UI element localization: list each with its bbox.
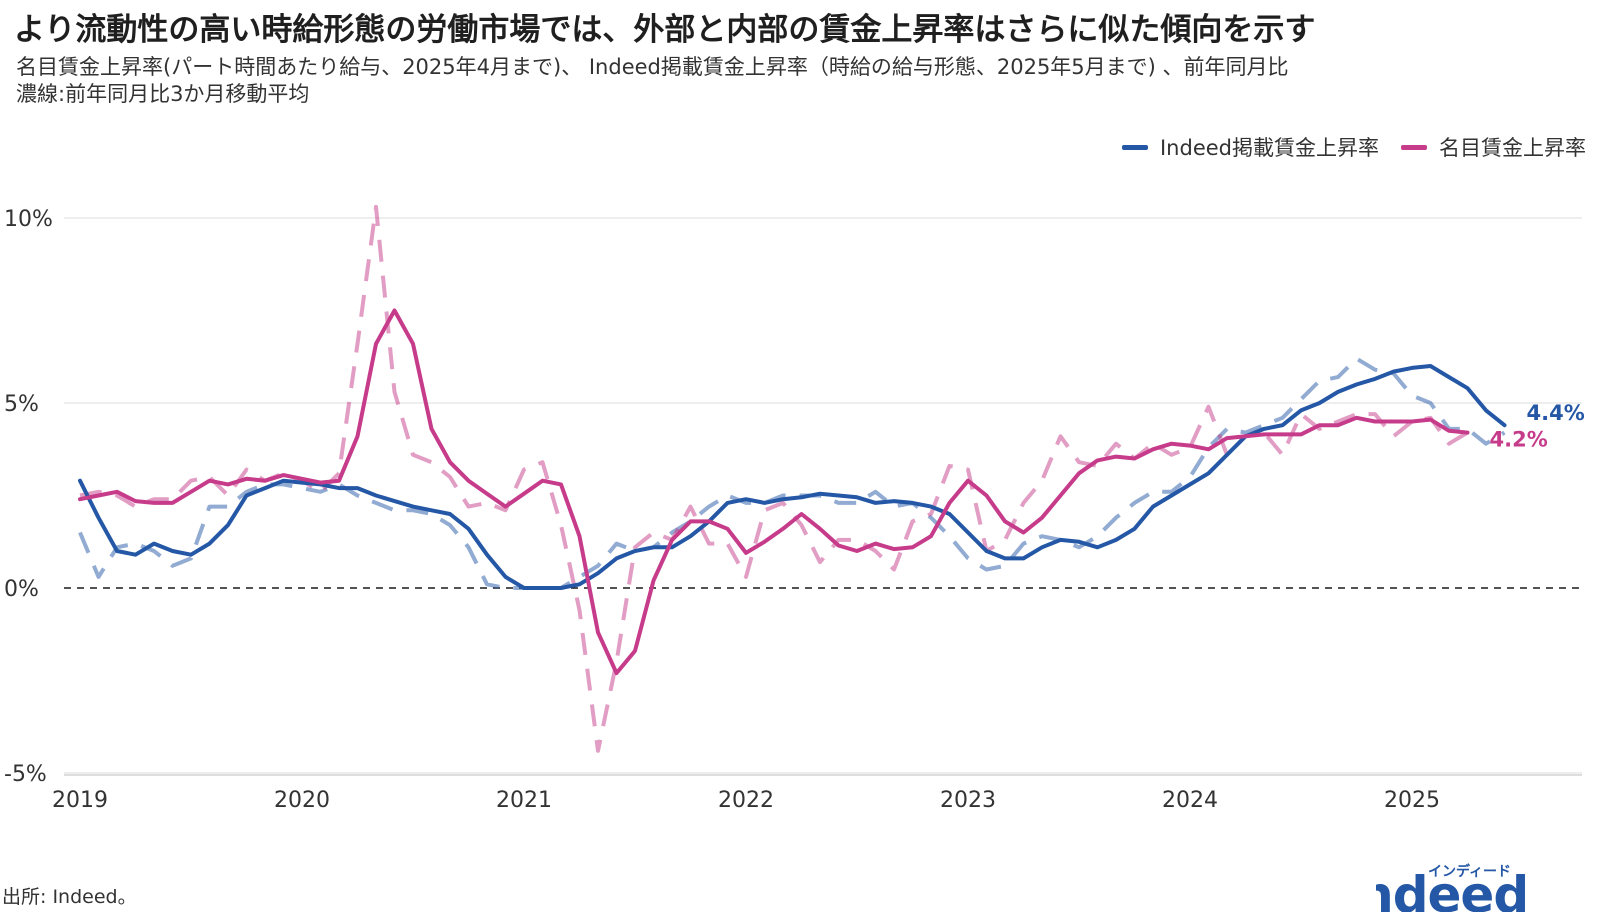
- legend-swatch-nominal: [1401, 144, 1427, 150]
- end-label-layer: 4.4% 4.2%: [1490, 401, 1585, 451]
- logo-kana: インディード: [1428, 863, 1511, 880]
- x-tick-label: 2023: [940, 788, 996, 813]
- grid-layer: [64, 217, 1582, 774]
- x-tick-label: 2024: [1162, 788, 1218, 813]
- legend-item-nominal: 名目賃金上昇率: [1401, 132, 1586, 162]
- y-tick-label: 0%: [4, 577, 39, 602]
- x-tick-label: 2020: [274, 788, 330, 813]
- y-tick-label: 10%: [4, 207, 53, 232]
- series-layer: [78, 204, 1507, 753]
- source-note: 出所: Indeed。: [2, 886, 137, 908]
- chart-subtitle: 名目賃金上昇率(パート時間あたり給与、2025年4月まで)、 Indeed掲載賃…: [16, 54, 1586, 108]
- x-tick-label: 2021: [496, 788, 552, 813]
- series-raw-nominal: [79, 204, 1469, 753]
- logo-wordmark: indeed: [1376, 866, 1528, 912]
- end-label-nominal: 4.2%: [1490, 428, 1548, 452]
- legend-label-indeed: Indeed掲載賃金上昇率: [1159, 136, 1379, 160]
- axis-layer: -5% 0% 5% 10% 2019 2020 2021 2022 2023 2024 2025: [4, 207, 1582, 813]
- series-smooth-nominal: [78, 308, 1470, 676]
- y-tick-label: 5%: [4, 392, 39, 417]
- legend-swatch-indeed: [1121, 144, 1148, 150]
- x-tick-label: 2025: [1384, 788, 1440, 813]
- indeed-logo: インディード indeed: [1376, 863, 1529, 912]
- legend-label-nominal: 名目賃金上昇率: [1439, 136, 1586, 160]
- chart-title: より流動性の高い時給形態の労働市場では、外部と内部の賃金上昇率はさらに似た傾向を…: [14, 12, 1316, 48]
- x-tick-label: 2022: [718, 788, 774, 813]
- series-raw-indeed: [78, 356, 1506, 590]
- series-smooth-indeed: [78, 364, 1507, 590]
- legend: Indeed掲載賃金上昇率 名目賃金上昇率: [1100, 132, 1586, 162]
- y-tick-label: -5%: [4, 762, 47, 787]
- subtitle-line-2: 濃線:前年同月比3か月移動平均: [16, 82, 310, 106]
- legend-item-indeed: Indeed掲載賃金上昇率: [1121, 132, 1379, 162]
- end-label-indeed: 4.4%: [1527, 401, 1585, 425]
- subtitle-line-1: 名目賃金上昇率(パート時間あたり給与、2025年4月まで)、 Indeed掲載賃…: [16, 55, 1289, 79]
- x-tick-label: 2019: [52, 788, 108, 813]
